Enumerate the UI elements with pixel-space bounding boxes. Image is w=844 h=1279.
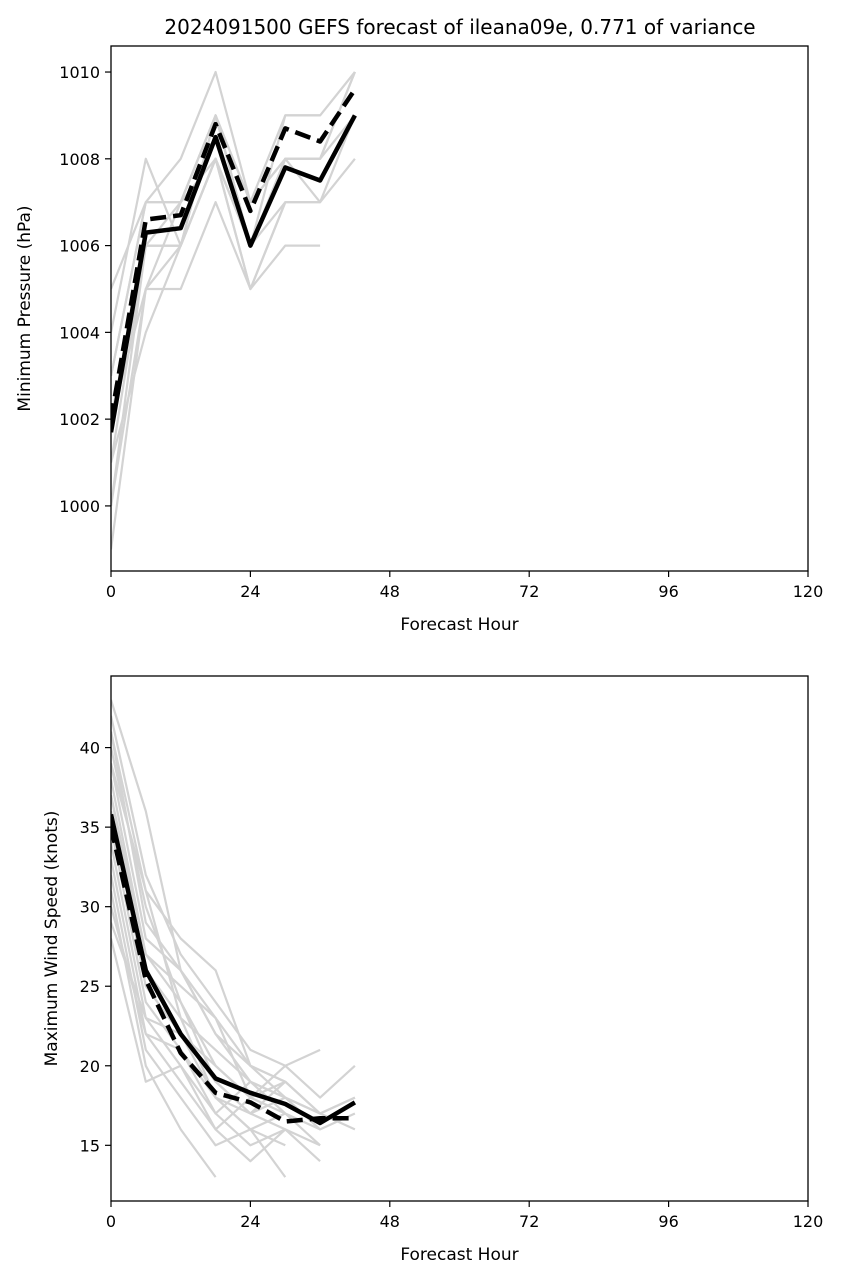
- y-tick-label: 30: [80, 898, 100, 917]
- x-tick-label: 48: [380, 1212, 400, 1231]
- dashed-mean-line: [111, 88, 357, 420]
- x-tick-label: 0: [106, 1212, 116, 1231]
- ensemble-member-line: [111, 71, 356, 420]
- x-tick-label: 120: [793, 582, 824, 601]
- ensemble-member-line: [111, 157, 356, 507]
- x-tick-label: 96: [658, 1212, 678, 1231]
- ensemble-member-line: [111, 795, 356, 1115]
- x-tick-label: 72: [519, 582, 539, 601]
- chart-title: 2024091500 GEFS forecast of ileana09e, 0…: [164, 15, 755, 39]
- y-tick-label: 1006: [59, 237, 100, 256]
- x-tick-label: 120: [793, 1212, 824, 1231]
- pressure-y-axis-label: Minimum Pressure (hPa): [15, 205, 35, 411]
- x-tick-label: 96: [658, 582, 678, 601]
- ensemble-member-line: [111, 157, 252, 507]
- ensemble-member-line: [111, 938, 252, 1131]
- dashed-mean-line: [111, 826, 355, 1124]
- y-tick-label: 15: [80, 1136, 100, 1155]
- pressure-panel: 0 24 48 72 96 120 1000 1002 1004 1006 1008 1010 Fore…: [15, 45, 824, 635]
- y-tick-label: 20: [80, 1057, 100, 1076]
- y-tick-label: 1010: [59, 63, 100, 82]
- x-tick-label: 0: [106, 582, 116, 601]
- x-tick-label: 72: [519, 1212, 539, 1231]
- wind-x-axis-label: Forecast Hour: [400, 1245, 518, 1265]
- solid-mean-line: [111, 114, 357, 433]
- pressure-lines: [111, 70, 357, 550]
- x-tick-label: 48: [380, 582, 400, 601]
- ensemble-member-line: [111, 922, 287, 1115]
- solid-mean-line: [111, 813, 357, 1126]
- y-tick-label: 1008: [59, 150, 100, 169]
- ensemble-member-line: [111, 731, 356, 1131]
- wind-panel: 0 24 48 72 96 120 15 20 25 30 35 40 Forecast Hour Max…: [42, 675, 824, 1265]
- ensemble-member-line: [111, 874, 287, 1178]
- ensemble-member-line: [111, 890, 217, 1178]
- ensemble-member-line: [111, 157, 321, 420]
- pressure-x-axis-label: Forecast Hour: [400, 615, 518, 635]
- wind-y-axis-label: Maximum Wind Speed (knots): [42, 811, 62, 1067]
- y-tick-label: 1000: [59, 497, 100, 516]
- y-tick-label: 40: [80, 739, 100, 758]
- ensemble-member-line: [111, 795, 286, 1115]
- wind-axes-frame: [110, 675, 809, 1202]
- pressure-axes-frame: [110, 45, 809, 572]
- x-tick-label: 24: [240, 1212, 260, 1231]
- y-tick-label: 35: [80, 818, 100, 837]
- x-tick-label: 24: [240, 582, 260, 601]
- wind-lines: [111, 699, 357, 1178]
- y-tick-label: 1004: [59, 323, 100, 342]
- y-tick-label: 1002: [59, 410, 100, 429]
- y-tick-label: 25: [80, 977, 100, 996]
- ensemble-member-line: [111, 715, 356, 1099]
